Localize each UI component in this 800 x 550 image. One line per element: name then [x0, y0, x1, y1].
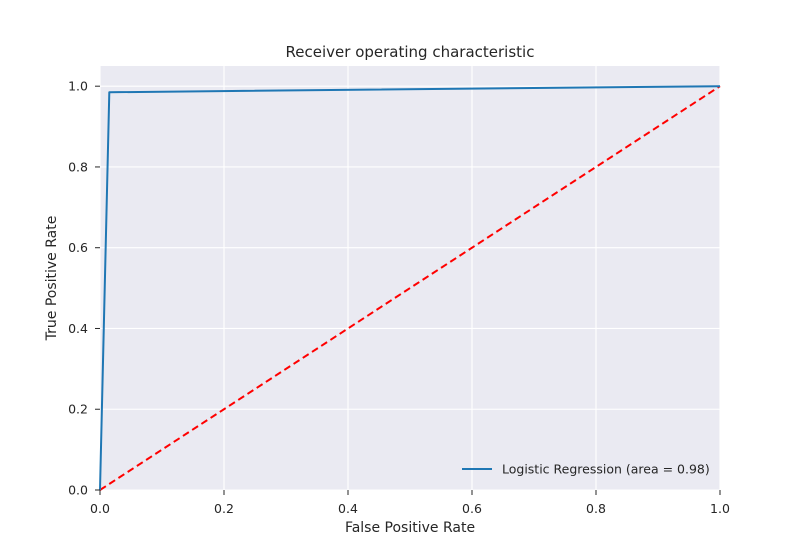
y-axis-label: True Positive Rate [44, 216, 60, 342]
x-tick-label-4: 0.8 [586, 501, 606, 516]
y-tick-label-4: 0.8 [68, 159, 88, 174]
y-tick-label-5: 1.0 [68, 79, 88, 94]
x-axis-label: False Positive Rate [345, 520, 475, 536]
x-tick-label-3: 0.6 [462, 501, 482, 516]
legend-label-roc: Logistic Regression (area = 0.98) [502, 462, 710, 477]
x-tick-label-5: 1.0 [710, 501, 730, 516]
chart-title: Receiver operating characteristic [286, 43, 535, 61]
grid [99, 66, 721, 491]
x-tick-label-2: 0.4 [338, 501, 358, 516]
y-tick-label-2: 0.4 [68, 321, 88, 336]
axis-ticks: 0.0 0.2 0.4 0.6 0.8 1.0 0.0 0.2 0.4 0.6 0.8 1.0 [68, 79, 730, 516]
x-tick-label-1: 0.2 [214, 501, 234, 516]
y-tick-label-3: 0.6 [68, 240, 88, 255]
legend: Logistic Regression (area = 0.98) [462, 462, 710, 477]
roc-curve-line [99, 85, 721, 491]
series-layer [99, 85, 721, 491]
y-tick-label-0: 0.0 [68, 483, 88, 498]
y-tick-label-1: 0.2 [68, 402, 88, 417]
diagonal-reference-line [99, 85, 721, 491]
plot-area [100, 66, 720, 490]
x-tick-label-0: 0.0 [90, 501, 110, 516]
